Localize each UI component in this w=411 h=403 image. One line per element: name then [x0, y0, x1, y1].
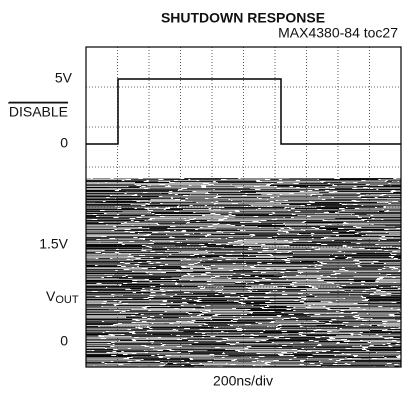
disable-high-label: 5V [55, 70, 73, 86]
figure-id: MAX4380-84 toc27 [278, 25, 398, 41]
vout-name-label: VOUT [46, 288, 79, 306]
title: SHUTDOWN RESPONSE [161, 10, 325, 26]
vout-level-label: 1.5V [39, 236, 68, 252]
vout-sub: OUT [55, 294, 79, 306]
figure: SHUTDOWN RESPONSE MAX4380-84 toc27 5V DI… [0, 0, 411, 403]
disable-low-label: 0 [60, 135, 68, 151]
x-scale-label: 200ns/div [213, 373, 273, 389]
disable-name-label: DISABLE [9, 104, 68, 120]
vout-low-label: 0 [60, 333, 68, 349]
